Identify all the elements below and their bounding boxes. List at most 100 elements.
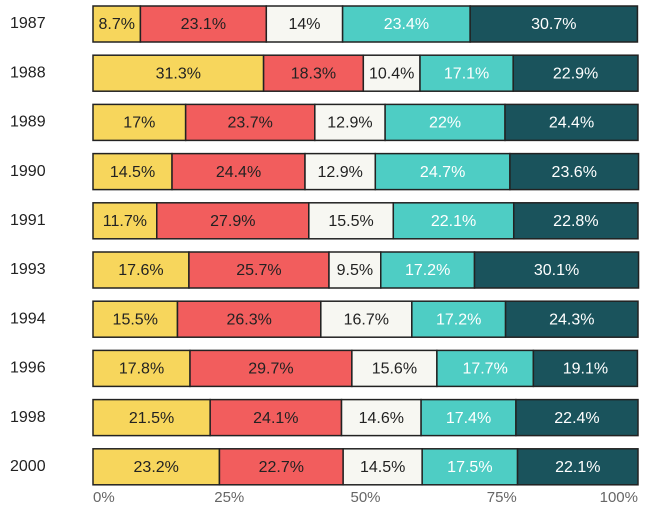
data-label: 12.9% [317,164,362,181]
data-label: 24.1% [253,410,298,427]
bar-segment [92,202,158,240]
data-label: 25.7% [236,262,281,279]
bar-segment [92,300,179,338]
bar-segment [411,300,507,338]
data-label: 23.7% [228,115,273,132]
bar-segment [314,103,386,142]
data-label: 21.5% [129,410,174,427]
bar-segment [189,349,353,388]
data-label: 15.5% [328,213,373,230]
data-label: 16.7% [344,311,389,328]
bar-segment [351,349,438,388]
data-label: 17.7% [462,361,507,378]
data-label: 24.4% [549,115,594,132]
data-label: 22.9% [553,65,598,82]
bar-segment [384,103,506,142]
bar-segment [139,5,268,43]
data-label: 10.4% [369,65,414,82]
data-label: 23.2% [134,459,179,476]
data-label: 24.7% [420,164,465,181]
y-tick-label: 1993 [10,261,46,278]
y-tick-label: 1991 [10,212,46,229]
data-label: 27.9% [210,213,255,230]
bar-segment [380,251,476,289]
data-label: 17.2% [405,262,450,279]
bar-segment [515,398,639,437]
y-tick-label: 1989 [10,114,46,131]
bar-segment [473,251,640,289]
bar-segment [262,54,365,92]
bar-segment [265,5,344,43]
bar-segment [419,54,514,92]
data-label: 17% [123,115,155,132]
bar-segment [156,202,310,240]
bar-segment [92,398,211,437]
data-label: 17.2% [436,311,481,328]
bar-segment [92,5,142,43]
bar-segment [504,103,639,142]
bar-segment [342,448,423,486]
data-label: 14.6% [359,410,404,427]
data-label: 23.6% [552,164,597,181]
bar-segment [92,152,173,191]
data-label: 22.8% [553,213,598,230]
data-label: 14.5% [360,459,405,476]
data-label: 30.1% [534,262,579,279]
data-label: 19.1% [563,361,608,378]
bar-segment [374,152,511,191]
data-label: 22.1% [555,459,600,476]
bar-segment [188,251,330,289]
x-tick-label: 75% [487,489,517,506]
x-tick-label: 50% [350,489,380,506]
data-label: 24.4% [216,164,261,181]
data-label: 29.7% [248,361,293,378]
bar-segment [92,349,191,388]
data-label: 18.3% [291,65,336,82]
y-tick-label: 1987 [10,15,46,32]
data-label: 17.4% [446,410,491,427]
data-label: 26.3% [226,311,271,328]
data-label: 17.5% [447,459,492,476]
data-label: 22.1% [431,213,476,230]
bar-segment [92,448,221,486]
data-label: 22.7% [259,459,304,476]
bar-segment [308,202,395,240]
y-tick-label: 1990 [10,163,46,180]
data-label: 23.4% [384,16,429,33]
x-tick-label: 25% [214,489,244,506]
data-label: 15.6% [372,361,417,378]
data-label: 17.6% [118,262,163,279]
bar-segment [171,152,306,191]
bar-segment [209,398,343,437]
bar-segment [504,300,639,338]
bar-segment [92,54,265,92]
data-label: 14.5% [110,164,155,181]
data-label: 15.5% [113,311,158,328]
data-label: 12.9% [327,115,372,132]
bar-segment [512,202,639,240]
data-label: 31.3% [156,65,201,82]
bar-segment [469,5,639,43]
data-label: 14% [288,16,320,33]
data-label: 24.3% [549,311,594,328]
y-tick-label: 1998 [10,409,46,426]
bar-segment [421,448,519,486]
data-label: 22.4% [554,410,599,427]
data-label: 11.7% [103,213,147,230]
data-label: 9.5% [337,262,373,279]
data-label: 17.8% [119,361,164,378]
bar-segment [516,448,639,486]
bar-segment [218,448,344,486]
y-tick-label: 1988 [10,64,46,81]
y-tick-label: 2000 [10,458,46,475]
data-label: 23.1% [181,16,226,33]
data-label: 17.1% [444,65,489,82]
x-tick-label: 0% [93,489,115,506]
data-label: 8.7% [98,16,134,33]
bar-segment [362,54,421,92]
y-tick-label: 1996 [10,360,46,377]
bar-segment [512,54,639,92]
bar-segment [184,103,316,142]
y-tick-label: 1994 [10,310,46,327]
